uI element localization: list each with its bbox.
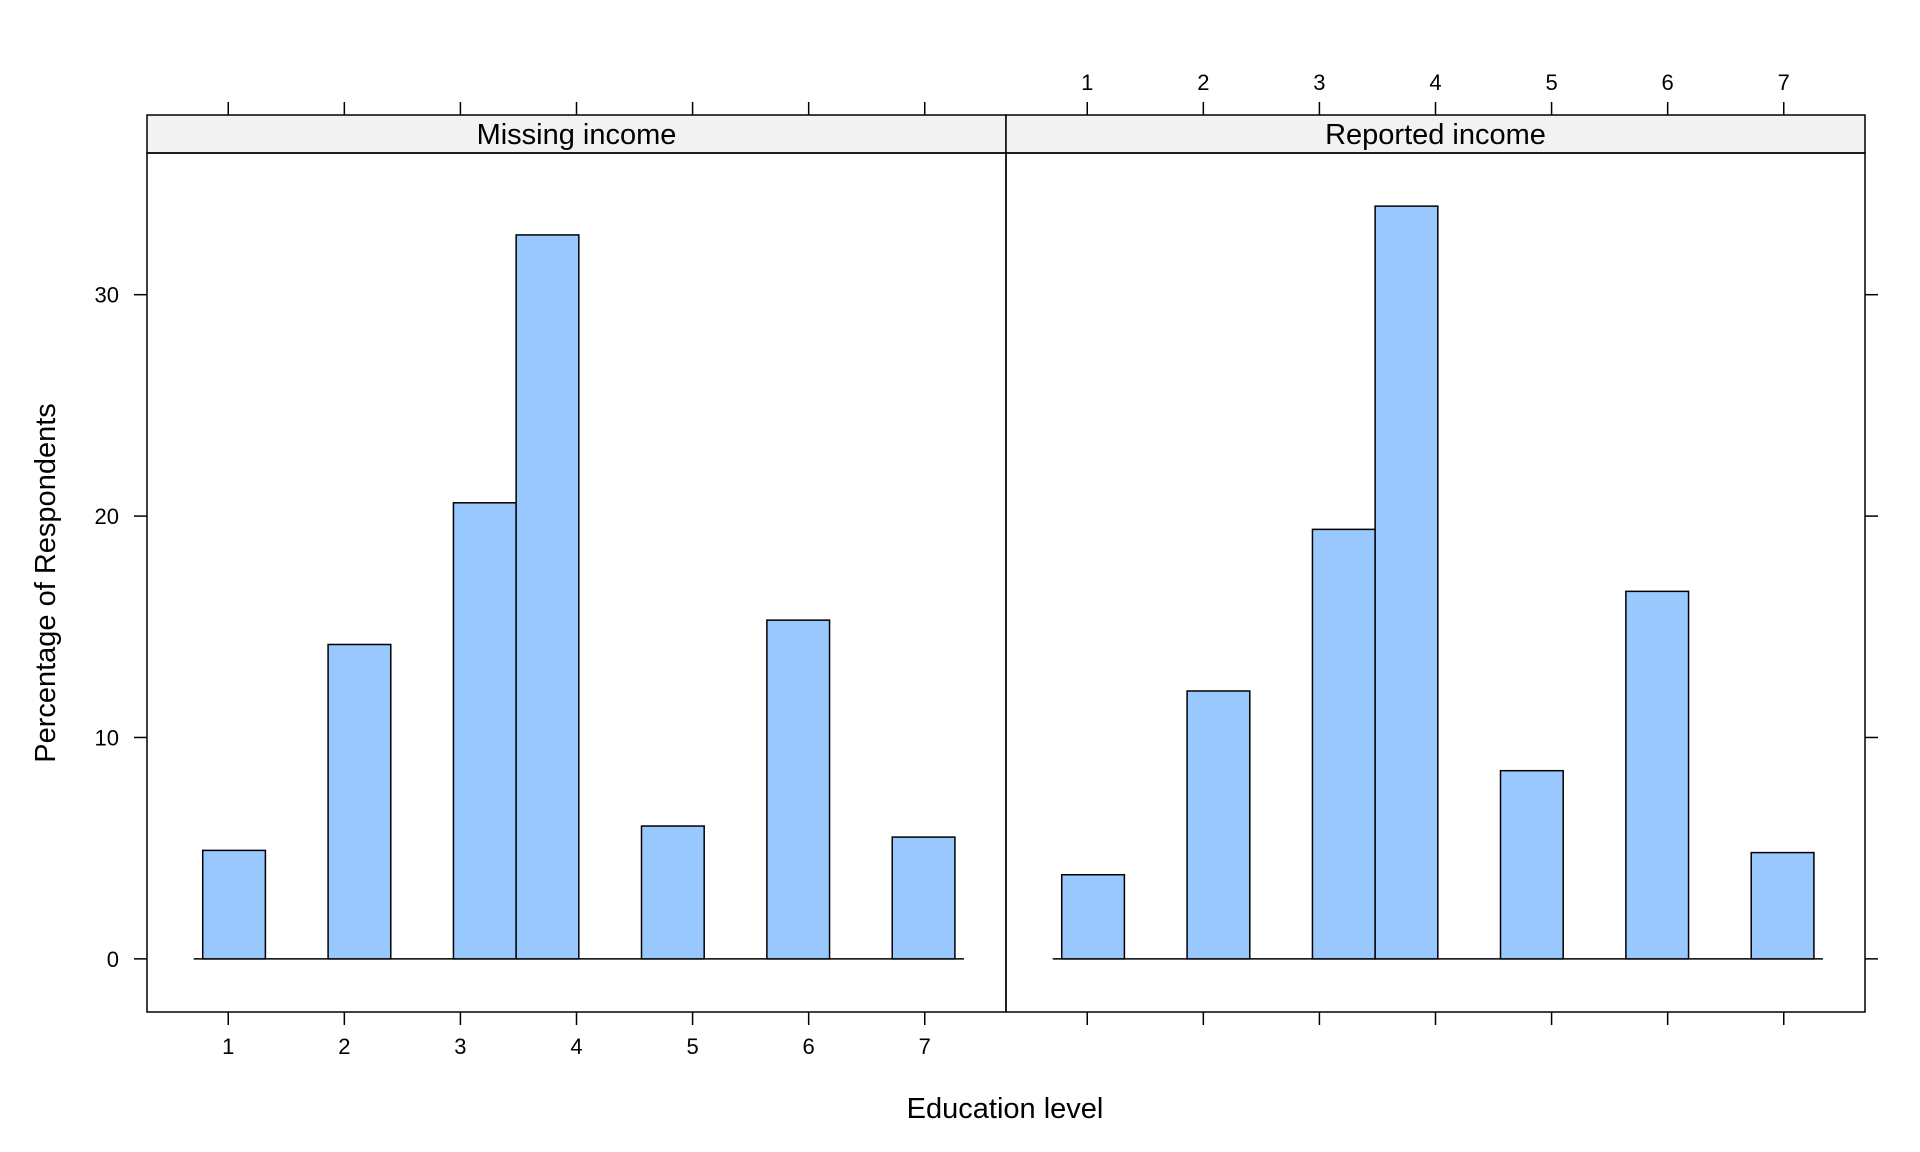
bar-5 [640, 825, 705, 960]
x-tick-label-top: 6 [1662, 70, 1674, 95]
bar-1 [201, 849, 267, 960]
x-tick-label-top: 5 [1545, 70, 1557, 95]
x-tick-label: 6 [803, 1034, 815, 1059]
x-tick-label: 7 [919, 1034, 931, 1059]
bar-3 [452, 502, 517, 960]
bar-5 [1499, 769, 1564, 960]
bar-3 [1311, 528, 1376, 960]
x-tick-label: 5 [686, 1034, 698, 1059]
x-tick-label: 3 [454, 1034, 466, 1059]
bar-4 [1374, 205, 1439, 960]
bar-6 [1625, 590, 1690, 960]
x-tick-label: 1 [222, 1034, 234, 1059]
x-tick-label-top: 4 [1429, 70, 1441, 95]
bar-6 [766, 619, 831, 960]
bar-2 [1186, 690, 1251, 960]
x-tick-label-top: 7 [1778, 70, 1790, 95]
panels-layer: Missing income 1 2 3 4 5 6 7 0 10 20 30 Reported inc… [95, 70, 1878, 1059]
x-tick-label: 2 [338, 1034, 350, 1059]
y-tick-label: 10 [95, 725, 119, 750]
bar-1 [1060, 873, 1126, 960]
x-tick-label-top: 1 [1081, 70, 1093, 95]
panel-strip-label: Missing income [477, 119, 677, 151]
y-axis-title: Percentage of Respondents [30, 403, 62, 763]
panel-2: Reported income 1 2 3 4 5 6 7 [1005, 70, 1878, 1025]
y-tick-label: 0 [107, 947, 119, 972]
panel-strip-label: Reported income [1325, 119, 1546, 151]
x-axis-title: Education level [907, 1093, 1104, 1125]
panel-strip [146, 114, 1007, 154]
bar-7 [891, 836, 956, 960]
y-tick-label: 20 [95, 504, 119, 529]
x-tick-label-top: 3 [1313, 70, 1325, 95]
x-tick-label: 4 [570, 1034, 582, 1059]
panel-1: Missing income 1 2 3 4 5 6 7 0 10 20 30 [95, 102, 1007, 1059]
bar-4 [515, 234, 580, 960]
bar-2 [327, 643, 392, 960]
bar-7 [1750, 851, 1815, 960]
y-tick-label: 30 [95, 283, 119, 308]
x-tick-label-top: 2 [1197, 70, 1209, 95]
